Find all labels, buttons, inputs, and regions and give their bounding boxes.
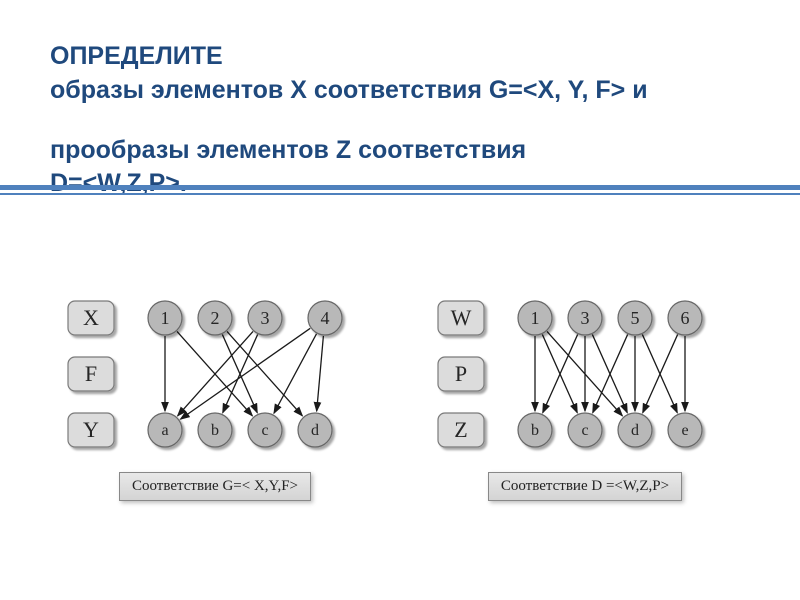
node-label: 3 xyxy=(261,308,270,328)
node: 2 xyxy=(198,301,232,335)
row-label-text: F xyxy=(85,361,97,386)
row-label-box: W xyxy=(438,301,484,335)
title-uc: ОПРЕДЕЛИТЕ xyxy=(50,42,223,70)
node-label: b xyxy=(531,422,539,439)
diagram-row: X F Y 1 2 3 4 a b c d Соответствие G=< X,Y,F> W P Z 1… xyxy=(50,290,750,501)
node-label: 6 xyxy=(681,308,690,328)
caption-d: Соответствие D =<W,Z,P> xyxy=(488,472,682,501)
subtitle-line1: прообразы элементов Z соответствия xyxy=(50,136,526,164)
row-label-text: Z xyxy=(454,417,467,442)
title-line2: образы элементов X соответствия G=<X, Y,… xyxy=(50,76,648,104)
edge xyxy=(227,331,302,415)
node-label: 3 xyxy=(581,308,590,328)
edge xyxy=(181,328,311,419)
row-label-text: Y xyxy=(83,417,99,442)
node: b xyxy=(518,413,552,447)
node: c xyxy=(568,413,602,447)
node: 4 xyxy=(308,301,342,335)
node: d xyxy=(618,413,652,447)
node-label: 1 xyxy=(161,308,170,328)
node-label: d xyxy=(311,422,319,439)
title-block: ОПРЕДЕЛИТЕ образы элементов X соответств… xyxy=(50,40,750,108)
divider xyxy=(0,185,800,199)
node: a xyxy=(148,413,182,447)
node-label: e xyxy=(681,422,688,439)
diagram-d: W P Z 1 3 5 6 b c d e Соответствие D =<W,Z,P> xyxy=(420,290,750,501)
node-label: d xyxy=(631,422,639,439)
edge xyxy=(317,336,324,411)
node: d xyxy=(298,413,332,447)
node-label: b xyxy=(211,422,219,439)
diagram-g: X F Y 1 2 3 4 a b c d Соответствие G=< X,Y,F> xyxy=(50,290,380,501)
row-label-text: W xyxy=(451,305,472,330)
node: e xyxy=(668,413,702,447)
row-label-text: X xyxy=(83,305,99,330)
slide: ОПРЕДЕЛИТЕ образы элементов X соответств… xyxy=(0,0,800,600)
node: 6 xyxy=(668,301,702,335)
node-label: 4 xyxy=(321,308,330,328)
node: 1 xyxy=(148,301,182,335)
node-label: a xyxy=(161,422,168,439)
node: 3 xyxy=(248,301,282,335)
node: 5 xyxy=(618,301,652,335)
node: 3 xyxy=(568,301,602,335)
edge xyxy=(274,334,317,413)
row-label-box: Y xyxy=(68,413,114,447)
row-label-box: F xyxy=(68,357,114,391)
node: 1 xyxy=(518,301,552,335)
node-label: 5 xyxy=(631,308,640,328)
node-label: 1 xyxy=(531,308,540,328)
row-label-box: Z xyxy=(438,413,484,447)
node-label: c xyxy=(261,422,268,439)
node: b xyxy=(198,413,232,447)
diagram-d-svg: W P Z 1 3 5 6 b c d e xyxy=(420,290,750,460)
caption-g: Соответствие G=< X,Y,F> xyxy=(119,472,311,501)
node-label: 2 xyxy=(211,308,220,328)
row-label-box: X xyxy=(68,301,114,335)
row-label-box: P xyxy=(438,357,484,391)
diagram-g-svg: X F Y 1 2 3 4 a b c d xyxy=(50,290,380,460)
node-label: c xyxy=(581,422,588,439)
node: c xyxy=(248,413,282,447)
row-label-text: P xyxy=(455,361,467,386)
